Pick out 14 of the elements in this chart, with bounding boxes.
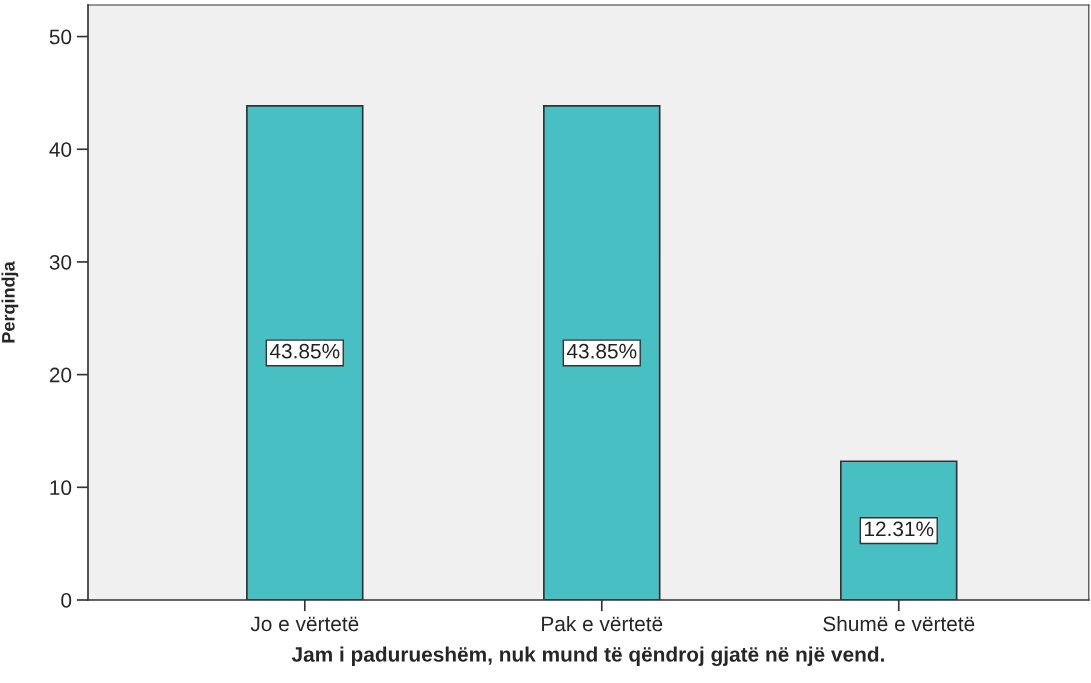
x-tick-label: Shumë e vërtetë [823, 615, 975, 632]
y-tick-label: 10 [50, 480, 72, 496]
y-tick-label: 50 [49, 29, 72, 45]
data-label: 43.85% [566, 343, 637, 359]
y-tick-label: 40 [49, 142, 72, 157]
y-tick-label: 30 [49, 254, 72, 270]
y-axis-title: Perqindja [1, 261, 19, 343]
x-tick-label: Jo e vërtetë [250, 616, 359, 632]
data-label: 43.85% [269, 343, 340, 359]
y-tick-label: 20 [49, 367, 72, 383]
x-tick-label: Pak e vërtetë [542, 615, 663, 632]
y-tick-label: 0 [61, 593, 72, 608]
data-label: 12.31% [865, 521, 934, 537]
x-axis-title: Jam i padurueshëm, nuk mund të qëndroj gjatë në një vend. [291, 646, 884, 667]
